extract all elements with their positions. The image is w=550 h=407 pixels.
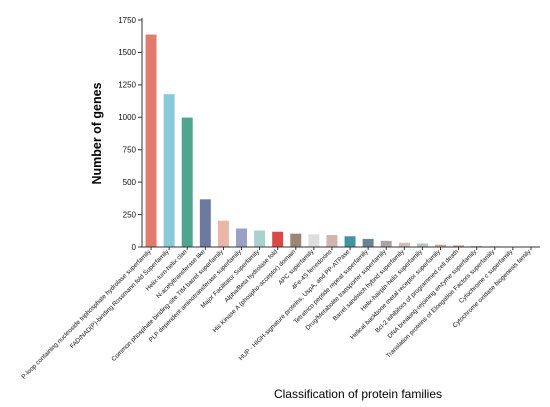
bar <box>199 198 212 248</box>
y-tick-label: 1250 <box>118 81 136 90</box>
y-tick-label: 1750 <box>118 16 136 25</box>
y-tick-label: 250 <box>123 210 137 219</box>
y-tick-label: 1500 <box>118 48 136 57</box>
bar <box>289 233 302 248</box>
bar <box>343 235 357 248</box>
y-axis-title: Number of genes <box>90 82 104 184</box>
bar <box>163 93 176 248</box>
bar <box>253 229 266 248</box>
bars <box>144 33 538 248</box>
bar <box>380 240 393 248</box>
x-tick-label: P-loop containing nucleoside triphosphat… <box>20 248 153 381</box>
bar <box>181 116 194 248</box>
x-axis-title: Classification of protein families <box>274 387 442 401</box>
bar <box>362 238 375 248</box>
bar <box>398 242 411 248</box>
bar <box>271 231 284 248</box>
bar <box>416 242 429 248</box>
y-tick-label: 1000 <box>118 113 136 122</box>
bar <box>144 33 158 248</box>
bar <box>325 234 339 248</box>
y-tick-label: 750 <box>123 146 137 155</box>
y-axis-ticks: 0 250 500 750 1000 1250 1500 1750 <box>118 16 142 252</box>
bar <box>235 227 248 248</box>
x-axis-ticks: P-loop containing nucleoside triphosphat… <box>20 247 533 381</box>
bar <box>307 233 320 248</box>
bar <box>217 220 230 248</box>
y-tick-label: 500 <box>123 178 137 187</box>
y-tick-label: 0 <box>132 243 137 252</box>
